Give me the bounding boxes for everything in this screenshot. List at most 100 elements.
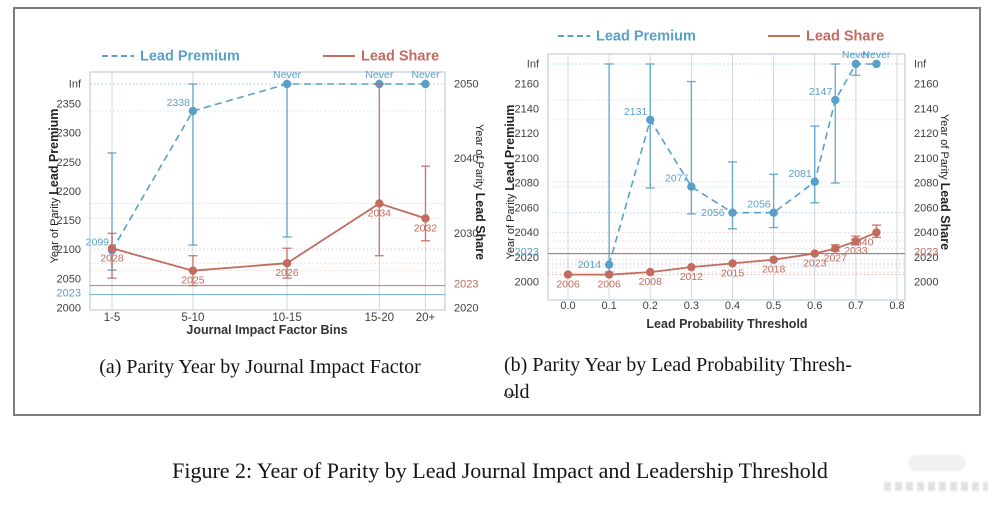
right-tick-label: 2080: [914, 178, 938, 190]
data-point: [604, 270, 614, 279]
right-tick-2023: 2023: [914, 247, 938, 259]
right-tick-label: 2040: [454, 153, 478, 165]
x-tick-label: 20+: [416, 312, 436, 324]
series-line-share: [568, 231, 877, 276]
data-point: [687, 182, 696, 191]
data-point: [769, 208, 778, 217]
point-label: 2027: [824, 253, 848, 265]
subcaption-b: (b) Parity Year by Lead Probability Thre…: [504, 352, 964, 406]
data-point: [646, 267, 655, 277]
x-tick-label: 0.5: [766, 300, 781, 312]
legend-share-label: Lead Share: [806, 29, 884, 45]
left-tick-label: 2140: [515, 103, 539, 115]
data-point: [769, 255, 778, 264]
x-axis-title: Lead Probability Threshold: [646, 317, 807, 331]
point-label: 2023: [803, 258, 827, 270]
point-label: Never: [411, 69, 440, 81]
data-point: [421, 214, 430, 223]
data-point: [188, 106, 198, 116]
left-tick-inf: Inf: [527, 59, 540, 71]
data-point: [282, 259, 292, 268]
data-point: [851, 236, 861, 246]
x-tick-label: 0.6: [807, 300, 822, 312]
left-tick-label: 2120: [515, 128, 539, 140]
point-label: 2032: [414, 222, 438, 234]
subcaption-a: (a) Parity Year by Journal Impact Factor: [99, 356, 421, 378]
data-point: [728, 259, 737, 268]
left-tick-label: 2000: [57, 303, 81, 315]
data-point: [872, 228, 881, 237]
data-point: [687, 262, 696, 272]
point-label: 2015: [721, 267, 745, 279]
right-tick-label: 2000: [914, 277, 938, 289]
left-tick-label: 2200: [57, 186, 81, 198]
data-point: [810, 177, 819, 186]
point-label: 2056: [701, 207, 725, 219]
left-tick-label: 2100: [515, 153, 539, 165]
right-axis-title: Year of Parity Lead Share: [938, 114, 952, 250]
x-tick-label: 0.4: [725, 300, 740, 312]
data-point: [282, 79, 292, 89]
data-point: [375, 199, 384, 208]
point-label: 2028: [100, 252, 124, 264]
point-label: 2006: [597, 279, 621, 291]
left-tick-label: 2080: [515, 178, 539, 190]
left-axis-title: Year of Parity Lead Premium: [47, 109, 61, 264]
point-label: 2056: [747, 199, 771, 211]
right-tick-label: 2120: [914, 128, 938, 140]
right-tick-label: 2100: [914, 153, 938, 165]
left-tick-label: 2020: [515, 252, 539, 264]
point-label: 2014: [578, 259, 602, 271]
x-tick-label: 5-10: [181, 312, 204, 324]
data-point: [831, 95, 840, 105]
data-point: [872, 59, 881, 69]
data-point: [107, 244, 117, 253]
x-axis-title: Journal Impact Factor Bins: [186, 323, 347, 337]
point-label: 2081: [788, 168, 812, 180]
right-tick-label: 2020: [914, 252, 938, 264]
subcaption-b-line2: old: [504, 381, 530, 403]
right-tick-label: 2040: [914, 227, 938, 239]
point-label: 2033: [844, 245, 868, 257]
point-label: 2008: [639, 276, 663, 288]
figure-frame: [13, 7, 981, 416]
left-axis-title: Year of Parity Lead Premium: [503, 105, 517, 260]
right-tick-2023: 2023: [454, 279, 478, 291]
x-tick-label: 0.0: [560, 300, 575, 312]
data-point: [831, 244, 840, 253]
right-tick-label: 2060: [914, 202, 938, 214]
right-tick-inf: Inf: [914, 59, 927, 71]
x-tick-label: 15-20: [365, 312, 394, 324]
x-tick-label: 0.1: [601, 300, 616, 312]
x-tick-label: 0.8: [889, 300, 904, 312]
point-label: Never: [862, 49, 891, 61]
point-label: 2034: [368, 207, 392, 219]
figure-caption: Figure 2: Year of Parity by Lead Journal…: [172, 458, 828, 483]
right-tick-label: 2030: [454, 228, 478, 240]
left-tick-label: 2060: [515, 202, 539, 214]
left-tick-2023: 2023: [57, 288, 81, 300]
point-label: Never: [273, 69, 302, 81]
point-label: 2012: [680, 271, 704, 283]
x-tick-label: 0.2: [643, 300, 658, 312]
data-point: [646, 115, 655, 125]
point-label: 2026: [275, 267, 299, 279]
point-label: 2099: [86, 236, 110, 248]
right-tick-label: 2050: [454, 79, 478, 91]
x-tick-label: 0.3: [684, 300, 699, 312]
point-label: 2077: [665, 173, 689, 185]
left-tick-2023: 2023: [515, 247, 539, 259]
data-point: [188, 266, 198, 275]
left-tick-label: 2250: [57, 157, 81, 169]
left-tick-label: 2100: [57, 244, 81, 256]
right-axis-title: Year of Parity Lead Share: [473, 124, 487, 260]
data-point: [604, 260, 614, 269]
data-point: [810, 249, 819, 258]
left-tick-label: 2150: [57, 215, 81, 227]
point-label: Never: [842, 49, 871, 61]
right-tick-label: 2020: [454, 303, 478, 315]
data-point: [563, 270, 573, 279]
data-point: [421, 79, 430, 89]
